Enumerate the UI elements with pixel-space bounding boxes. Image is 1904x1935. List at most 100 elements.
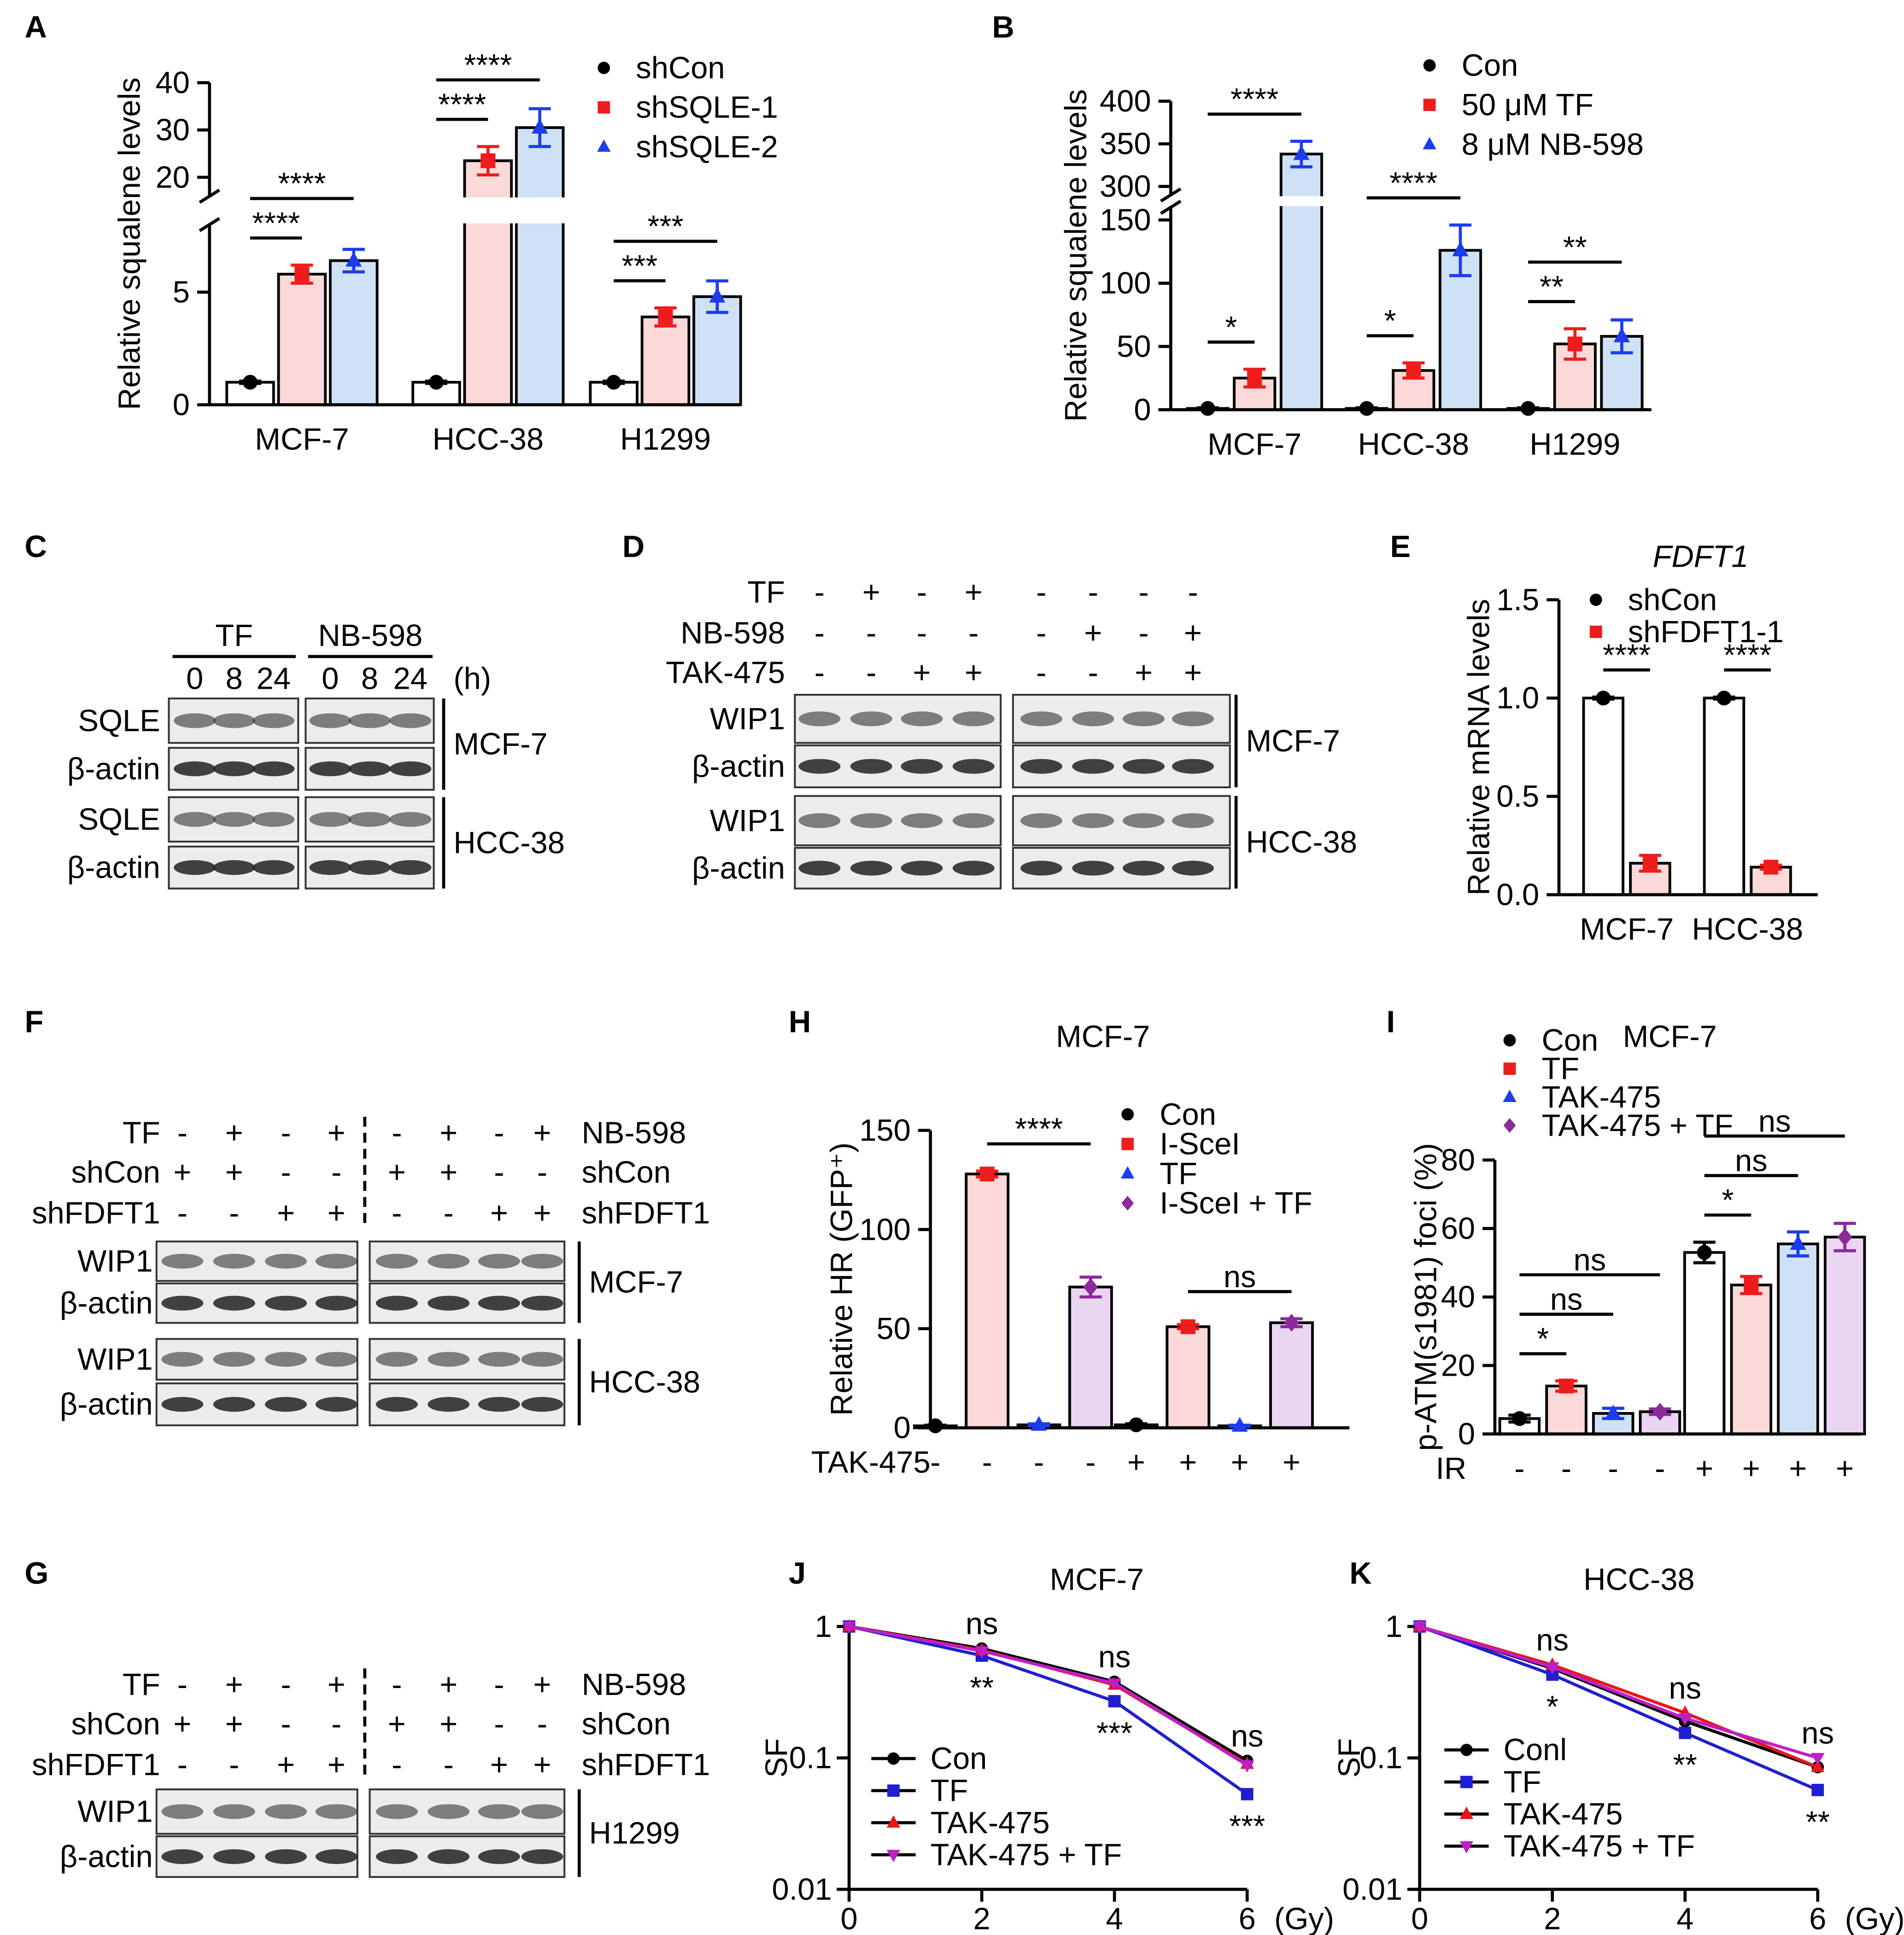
blot-band	[174, 812, 216, 827]
condition-sign: -	[281, 1667, 291, 1702]
blot-row-label: β-actin	[60, 1286, 153, 1320]
condition-sign: -	[814, 616, 825, 651]
x-tick-label: H1299	[1529, 427, 1620, 462]
condition-label-right: shFDFT1	[582, 1196, 710, 1231]
condition-label-right: NB-598	[582, 1667, 686, 1702]
data-point	[1108, 1695, 1121, 1707]
data-point	[1247, 370, 1262, 386]
legend-label: TAK-475	[1504, 1797, 1623, 1831]
x-axis-unit: (Gy)	[1845, 1902, 1904, 1935]
significance-label: **	[1673, 1747, 1697, 1782]
blot-band	[952, 813, 995, 828]
legend-marker	[1503, 1062, 1516, 1075]
condition-sign: +	[1283, 1445, 1301, 1480]
condition-sign: +	[388, 1706, 406, 1741]
blot-band	[315, 1352, 357, 1367]
condition-label: shCon	[71, 1706, 160, 1741]
blot-band	[252, 761, 295, 776]
break-mark	[1160, 199, 1182, 215]
significance-label: ns	[1801, 1716, 1834, 1751]
lane-label: 24	[393, 662, 428, 696]
blot-band	[478, 1352, 520, 1367]
data-point	[1412, 1621, 1427, 1634]
y-axis-label: Relative squalene levels	[1059, 89, 1093, 422]
bar	[1730, 1284, 1773, 1436]
data-point	[979, 1167, 995, 1182]
cell-line-label: HCC-38	[453, 826, 564, 860]
condition-sign: -	[494, 1667, 504, 1702]
blot-band	[375, 1804, 418, 1819]
data-point	[1763, 860, 1779, 875]
chart-title: HCC-38	[1583, 1562, 1694, 1597]
bar	[463, 159, 513, 406]
cell-line-label: HCC-38	[589, 1365, 700, 1399]
data-point	[1180, 1319, 1195, 1334]
blot-band	[213, 1804, 255, 1819]
x-tick-label: 0	[1411, 1902, 1428, 1935]
legend-label: TF	[931, 1773, 968, 1808]
blot-band	[478, 1804, 520, 1819]
legend-label: shSQLE-1	[636, 90, 778, 125]
data-point	[1241, 1788, 1254, 1800]
bar	[1279, 152, 1323, 411]
condition-sign: +	[1127, 1445, 1145, 1480]
legend-label: Con	[931, 1741, 987, 1776]
blot-band	[1020, 813, 1062, 828]
blot-band	[161, 1296, 204, 1311]
cell-line-label: HCC-38	[1246, 825, 1357, 860]
blot-row-label: WIP1	[710, 803, 785, 838]
y-tick-label: 0.1	[789, 1741, 832, 1775]
condition-sign: -	[1085, 1445, 1096, 1480]
legend-label: Con	[1160, 1097, 1216, 1132]
y-tick-label: 40	[156, 65, 190, 100]
blot-band	[798, 759, 841, 774]
condition-sign: -	[1034, 1445, 1044, 1480]
bar	[1703, 697, 1746, 896]
blot-band	[798, 861, 841, 876]
break-mark	[199, 217, 220, 232]
blot-row-label: β-actin	[67, 850, 160, 885]
lane-label: 8	[361, 662, 378, 696]
significance-label: ns	[1669, 1671, 1701, 1706]
significance-label: ****	[1230, 82, 1278, 117]
condition-sign: +	[225, 1706, 243, 1741]
data-point	[1031, 1416, 1047, 1431]
y-axis-label: SF	[759, 1738, 794, 1778]
blot-band	[901, 759, 943, 774]
panel-label: I	[1386, 1004, 1395, 1039]
bar	[1683, 1251, 1726, 1436]
blot-band	[265, 1849, 307, 1864]
blot-header: TF	[215, 618, 253, 653]
blot-band	[952, 711, 995, 727]
significance-label: ****	[438, 87, 486, 122]
panel-label: C	[25, 529, 47, 564]
panel-label: K	[1349, 1556, 1371, 1591]
condition-sign: -	[917, 575, 927, 610]
blot-band	[265, 1804, 307, 1819]
significance-label: ns	[966, 1607, 998, 1641]
blot-band	[1020, 711, 1062, 727]
condition-sign: -	[1138, 616, 1148, 651]
panel-label: E	[1390, 529, 1411, 564]
blot-row-label: SQLE	[78, 704, 160, 738]
condition-sign: +	[1695, 1451, 1713, 1486]
significance-label: ns	[1550, 1282, 1583, 1317]
blot-row-label: β-actin	[60, 1387, 153, 1422]
data-point	[1359, 401, 1374, 416]
significance-label: ns	[1536, 1623, 1569, 1658]
break-mark	[199, 188, 220, 204]
y-axis-label: Relative mRNA levels	[1462, 599, 1496, 896]
y-axis-label: Relative squalene levels	[112, 77, 146, 410]
condition-sign: -	[331, 1155, 341, 1190]
condition-sign: +	[533, 1115, 551, 1150]
condition-sign: +	[439, 1706, 457, 1741]
legend-marker	[1589, 593, 1602, 606]
data-point	[1790, 1235, 1806, 1250]
condition-sign: -	[1036, 616, 1046, 651]
condition-sign: -	[1138, 575, 1148, 610]
y-tick-label: 350	[1100, 127, 1151, 161]
blot-band	[428, 1804, 470, 1819]
blot-band	[901, 711, 943, 727]
lane-unit: (h)	[453, 662, 491, 696]
blot-band	[309, 812, 352, 827]
